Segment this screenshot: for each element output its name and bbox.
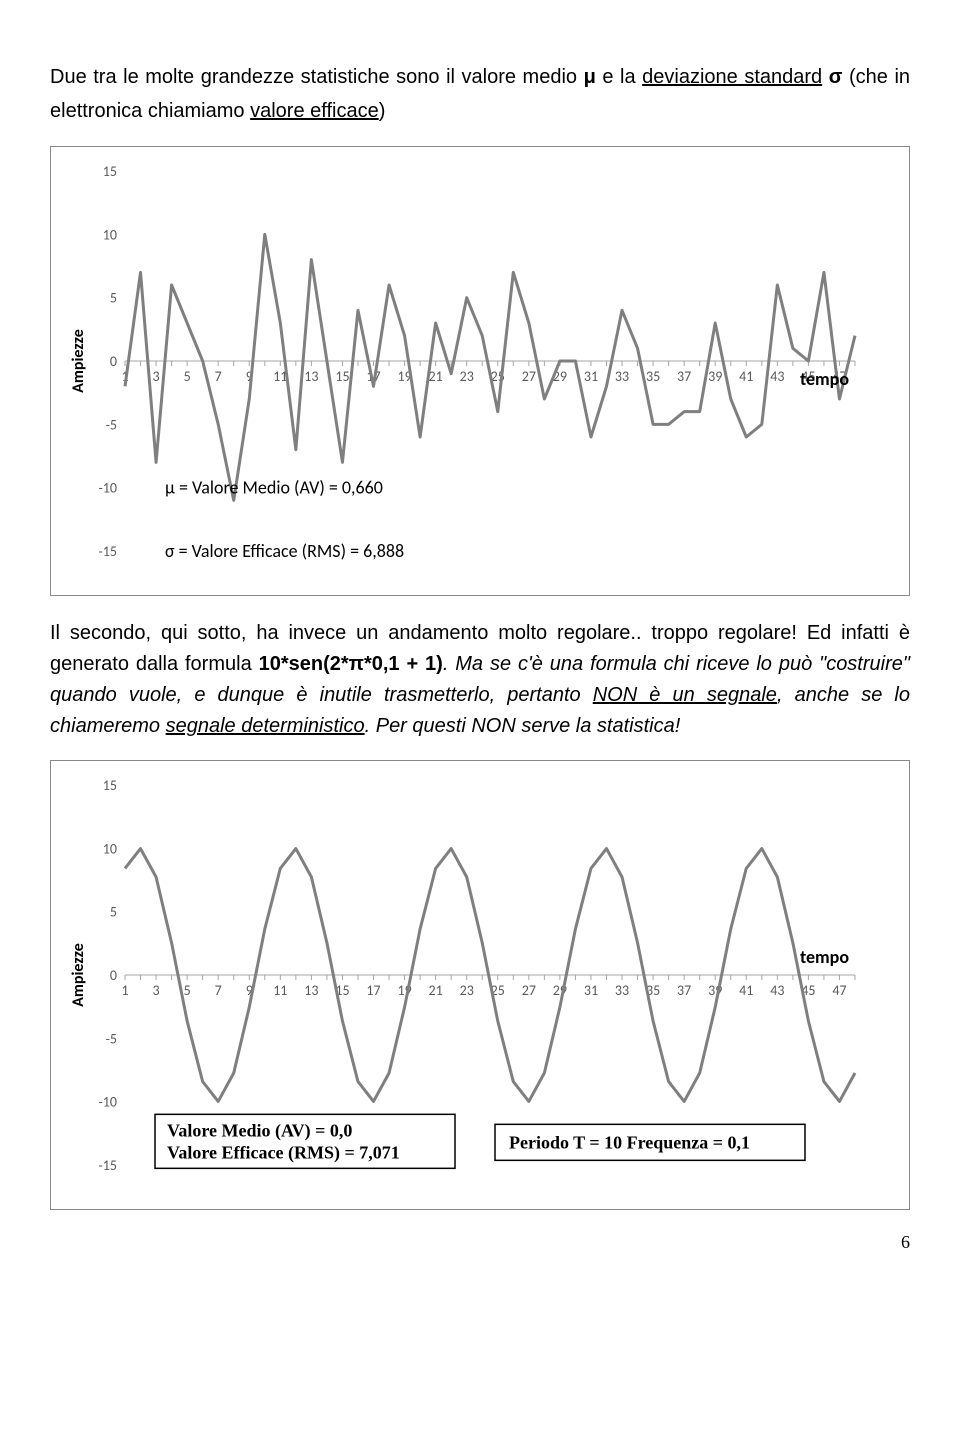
svg-text:27: 27 bbox=[522, 982, 536, 999]
chart-2: Ampiezze151050-5-10-15135791113151719212… bbox=[50, 760, 910, 1210]
svg-text:17: 17 bbox=[366, 982, 380, 999]
svg-text:Valore Efficace (RMS) = 7,071: Valore Efficace (RMS) = 7,071 bbox=[167, 1142, 400, 1163]
svg-text:Periodo T = 10 Frequenza = 0,: Periodo T = 10 Frequenza = 0,1 bbox=[509, 1132, 750, 1152]
mid-formula: 10*sen(2*π*0,1 + 1) bbox=[259, 653, 443, 675]
svg-text:43: 43 bbox=[770, 368, 784, 385]
intro-mid1: e la bbox=[596, 66, 642, 88]
svg-text:35: 35 bbox=[646, 368, 660, 385]
svg-text:-15: -15 bbox=[99, 543, 117, 560]
svg-text:15: 15 bbox=[335, 368, 349, 385]
svg-text:23: 23 bbox=[460, 368, 474, 385]
chart-1-svg: Ampiezze151050-5-10-15135791113151719212… bbox=[65, 161, 875, 581]
svg-text:15: 15 bbox=[103, 777, 117, 794]
svg-text:5: 5 bbox=[110, 290, 117, 307]
svg-text:Ampiezze: Ampiezze bbox=[69, 329, 88, 393]
svg-text:tempo: tempo bbox=[800, 946, 849, 968]
svg-text:Valore Medio (AV) = 0,0: Valore Medio (AV) = 0,0 bbox=[167, 1120, 352, 1141]
svg-text:tempo: tempo bbox=[800, 368, 849, 390]
intro-paragraph: Due tra le molte grandezze statistiche s… bbox=[50, 60, 910, 128]
mid-non: NON è un segnale bbox=[593, 684, 777, 706]
svg-text:10: 10 bbox=[103, 840, 117, 857]
svg-text:7: 7 bbox=[215, 982, 222, 999]
svg-text:5: 5 bbox=[110, 904, 117, 921]
chart-2-svg: Ampiezze151050-5-10-15135791113151719212… bbox=[65, 775, 875, 1195]
svg-text:11: 11 bbox=[273, 982, 287, 999]
svg-text:39: 39 bbox=[708, 368, 722, 385]
svg-text:5: 5 bbox=[184, 982, 191, 999]
svg-text:7: 7 bbox=[215, 368, 222, 385]
svg-text:43: 43 bbox=[770, 982, 784, 999]
svg-text:3: 3 bbox=[153, 982, 160, 999]
intro-dev: deviazione standard bbox=[642, 66, 822, 88]
intro-eff: valore efficace bbox=[250, 100, 379, 122]
svg-text:-5: -5 bbox=[106, 416, 117, 433]
svg-text:21: 21 bbox=[429, 982, 443, 999]
page-number: 6 bbox=[50, 1232, 910, 1253]
svg-text:37: 37 bbox=[677, 982, 691, 999]
svg-text:10: 10 bbox=[103, 226, 117, 243]
svg-text:31: 31 bbox=[584, 368, 598, 385]
svg-text:37: 37 bbox=[677, 368, 691, 385]
svg-text:27: 27 bbox=[522, 368, 536, 385]
svg-text:3: 3 bbox=[153, 368, 160, 385]
svg-text:0: 0 bbox=[110, 967, 117, 984]
svg-text:13: 13 bbox=[304, 368, 318, 385]
svg-text:-5: -5 bbox=[106, 1030, 117, 1047]
svg-text:Ampiezze: Ampiezze bbox=[69, 943, 88, 1007]
svg-text:μ = Valore Medio (AV) = 0,660: μ = Valore Medio (AV) = 0,660 bbox=[165, 477, 383, 499]
svg-text:47: 47 bbox=[832, 982, 846, 999]
svg-text:5: 5 bbox=[184, 368, 191, 385]
svg-text:33: 33 bbox=[615, 982, 629, 999]
mid-paragraph: Il secondo, qui sotto, ha invece un anda… bbox=[50, 618, 910, 742]
svg-text:-10: -10 bbox=[99, 1094, 117, 1111]
svg-text:15: 15 bbox=[103, 163, 117, 180]
svg-text:-15: -15 bbox=[99, 1157, 117, 1174]
svg-text:0: 0 bbox=[110, 353, 117, 370]
svg-text:σ = Valore Efficace (RMS) = 6,: σ = Valore Efficace (RMS) = 6,888 bbox=[165, 540, 404, 562]
intro-end: ) bbox=[379, 100, 386, 122]
svg-text:33: 33 bbox=[615, 368, 629, 385]
mid-det: segnale deterministico bbox=[166, 715, 365, 737]
chart-1: Ampiezze151050-5-10-15135791113151719212… bbox=[50, 146, 910, 596]
svg-text:1: 1 bbox=[121, 982, 128, 999]
svg-text:-10: -10 bbox=[99, 480, 117, 497]
mid-t4: . Per questi NON serve la statistica! bbox=[365, 715, 681, 737]
intro-sigma: σ bbox=[822, 66, 842, 88]
svg-text:23: 23 bbox=[460, 982, 474, 999]
svg-text:31: 31 bbox=[584, 982, 598, 999]
intro-pre: Due tra le molte grandezze statistiche s… bbox=[50, 66, 584, 88]
svg-text:41: 41 bbox=[739, 368, 753, 385]
intro-mu: μ bbox=[584, 66, 596, 88]
svg-text:13: 13 bbox=[304, 982, 318, 999]
svg-text:41: 41 bbox=[739, 982, 753, 999]
